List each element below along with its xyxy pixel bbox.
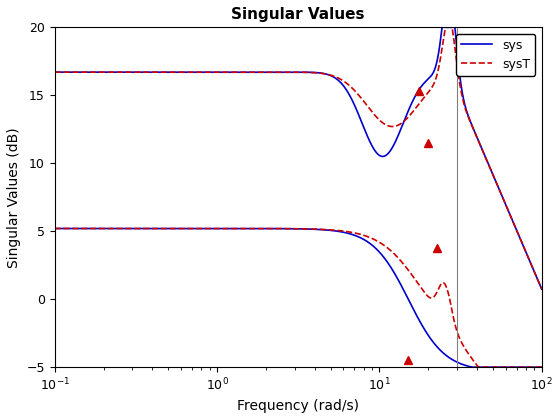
Line: sys: sys [55,27,542,289]
sys [439,25,446,30]
sys [238,70,245,75]
Line: sysT: sysT [55,27,542,289]
sys [477,142,483,147]
Title: Singular Values: Singular Values [231,7,365,22]
Legend: sys, sysT: sys, sysT [456,34,535,76]
sys [529,265,536,270]
sysT [136,70,143,75]
sysT [477,142,483,147]
sys [538,286,545,291]
sysT [259,70,266,75]
sysT [52,70,58,75]
sysT [529,265,536,270]
X-axis label: Frequency (rad/s): Frequency (rad/s) [237,399,359,413]
sysT [538,286,545,291]
sysT [442,25,449,30]
sys [52,70,58,75]
sys [259,70,266,75]
sys [107,70,114,75]
sysT [107,70,114,75]
sysT [238,70,245,75]
Y-axis label: Singular Values (dB): Singular Values (dB) [7,127,21,268]
sys [136,70,143,75]
